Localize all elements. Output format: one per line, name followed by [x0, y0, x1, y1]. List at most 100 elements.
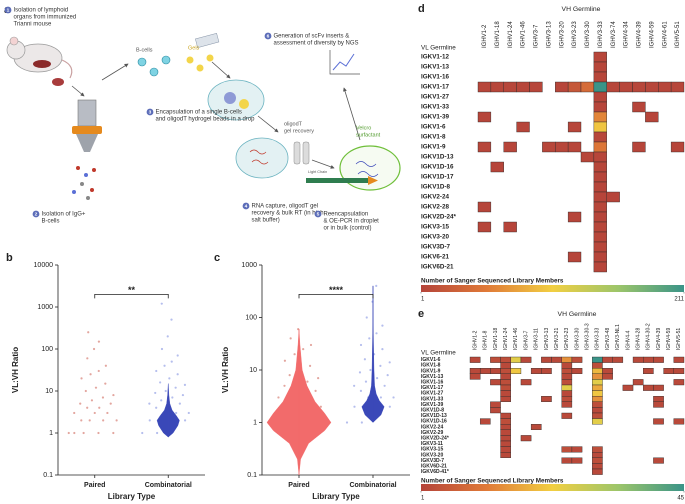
cell-in-drop	[224, 92, 236, 104]
row-label: IGKV1-12	[421, 54, 449, 61]
y-tick-label: 1000	[37, 304, 53, 311]
column-label: IGHV4-30-2	[646, 323, 652, 350]
data-point	[160, 302, 163, 305]
heatmap-cell	[567, 141, 582, 153]
data-point	[386, 373, 389, 377]
row-label: IGKV2-24	[421, 194, 449, 201]
heatmap-cell	[663, 368, 675, 375]
data-point	[97, 431, 100, 435]
heatmap-cell	[593, 221, 607, 233]
data-point	[308, 364, 312, 367]
heatmap-cell	[571, 446, 583, 453]
row-label: IGKV1-8	[421, 134, 446, 141]
step-text: organs from immunized	[14, 15, 77, 21]
data-point	[104, 382, 107, 385]
step-badge	[264, 32, 272, 40]
data-point	[375, 284, 378, 287]
heatmap-cell	[500, 418, 511, 425]
schematic-label: oligodT	[284, 121, 303, 127]
heatmap-cell	[567, 81, 582, 93]
significance-label: **	[128, 285, 136, 295]
heatmap-cell	[592, 446, 603, 453]
data-point	[174, 386, 177, 389]
step-badge	[314, 210, 322, 218]
data-point	[317, 377, 320, 380]
colorbar-tick-label: 1	[421, 496, 425, 502]
data-point	[187, 411, 190, 415]
data-point	[379, 396, 383, 399]
heatmap-cell	[561, 457, 573, 464]
colorbar-tick-label: 211	[674, 297, 684, 303]
column-label: IGHV3-NL1	[615, 324, 621, 350]
b-cell	[161, 55, 171, 65]
column-label: IGHV3-13	[544, 328, 550, 350]
schematic-label: surfactant	[356, 132, 381, 138]
data-point	[175, 411, 178, 415]
heatmap-cell	[490, 356, 501, 363]
heatmap-cell	[541, 368, 552, 375]
mouse-tail	[61, 59, 73, 79]
rna	[249, 149, 269, 165]
row-label: IGKV1D-16	[421, 164, 454, 171]
heatmap-cell	[653, 356, 664, 363]
heatmap-cell	[592, 373, 603, 380]
column-label: IGHV3-33	[595, 328, 601, 350]
x-axis-label: Library Type	[108, 492, 156, 501]
heatmap-cell	[593, 131, 607, 143]
data-point	[170, 360, 173, 363]
heatmap-cell	[670, 81, 685, 93]
heatmap-cell	[606, 81, 620, 93]
column-label: IGHV1-2	[482, 24, 488, 48]
row-label: IGKV1-16	[421, 380, 443, 386]
heatmap-cell	[490, 401, 501, 408]
arrow	[311, 159, 335, 169]
heatmap-cell	[561, 373, 573, 380]
heatmap-cell	[653, 384, 664, 391]
gel-bead	[186, 56, 194, 64]
heatmap-cell	[500, 356, 511, 363]
schematic-label: Velcro	[356, 125, 371, 131]
data-point	[141, 431, 144, 435]
column-label: IGHV4-34	[624, 21, 630, 48]
data-point	[388, 361, 391, 364]
violin-half	[298, 329, 332, 476]
construct-bar	[306, 178, 368, 183]
heatmap-cell	[673, 356, 685, 363]
column-label: IGHV4-59	[666, 328, 672, 350]
row-label: IGKV1-13	[421, 374, 443, 380]
heatmap-cell	[542, 141, 556, 153]
heatmap-cell	[561, 412, 573, 419]
heatmap-cell	[580, 151, 595, 163]
row-label: IGKV6D-21	[421, 464, 447, 470]
y-axis-label: VL:VH Ratio	[11, 347, 20, 393]
heatmap-cell	[503, 221, 517, 233]
step-text: RNA capture, oligodT gel	[252, 204, 319, 210]
heatmap-cell	[561, 356, 573, 363]
column-label: IGHV3-48	[605, 328, 611, 350]
data-point	[115, 419, 118, 422]
data-point	[155, 369, 158, 373]
heatmap-cell	[510, 368, 522, 375]
heatmap-cell	[561, 379, 573, 386]
row-label: IGKV6D-41*	[421, 469, 449, 475]
data-point	[112, 393, 115, 397]
heatmap-cell	[653, 418, 664, 425]
heatmap-cell	[653, 457, 664, 464]
column-label: IGHV5-51	[675, 21, 681, 48]
data-point	[73, 411, 76, 415]
colorbar-tick-label: 45	[677, 496, 684, 502]
data-point	[345, 421, 349, 424]
step-number: 4	[245, 204, 248, 210]
violin-half	[361, 285, 374, 423]
step-text: Isolation of lymphoid	[14, 8, 69, 14]
dot	[84, 173, 88, 177]
data-point	[90, 399, 94, 402]
y-tick-label: 1000	[241, 262, 257, 269]
column-label: IGHV1-18	[495, 21, 501, 48]
data-point	[86, 406, 89, 409]
heatmap-cell	[592, 390, 603, 397]
y-axis-label: VL:VH Ratio	[221, 347, 230, 393]
heatmap-cell	[673, 418, 685, 425]
heatmap-cell	[592, 362, 603, 369]
